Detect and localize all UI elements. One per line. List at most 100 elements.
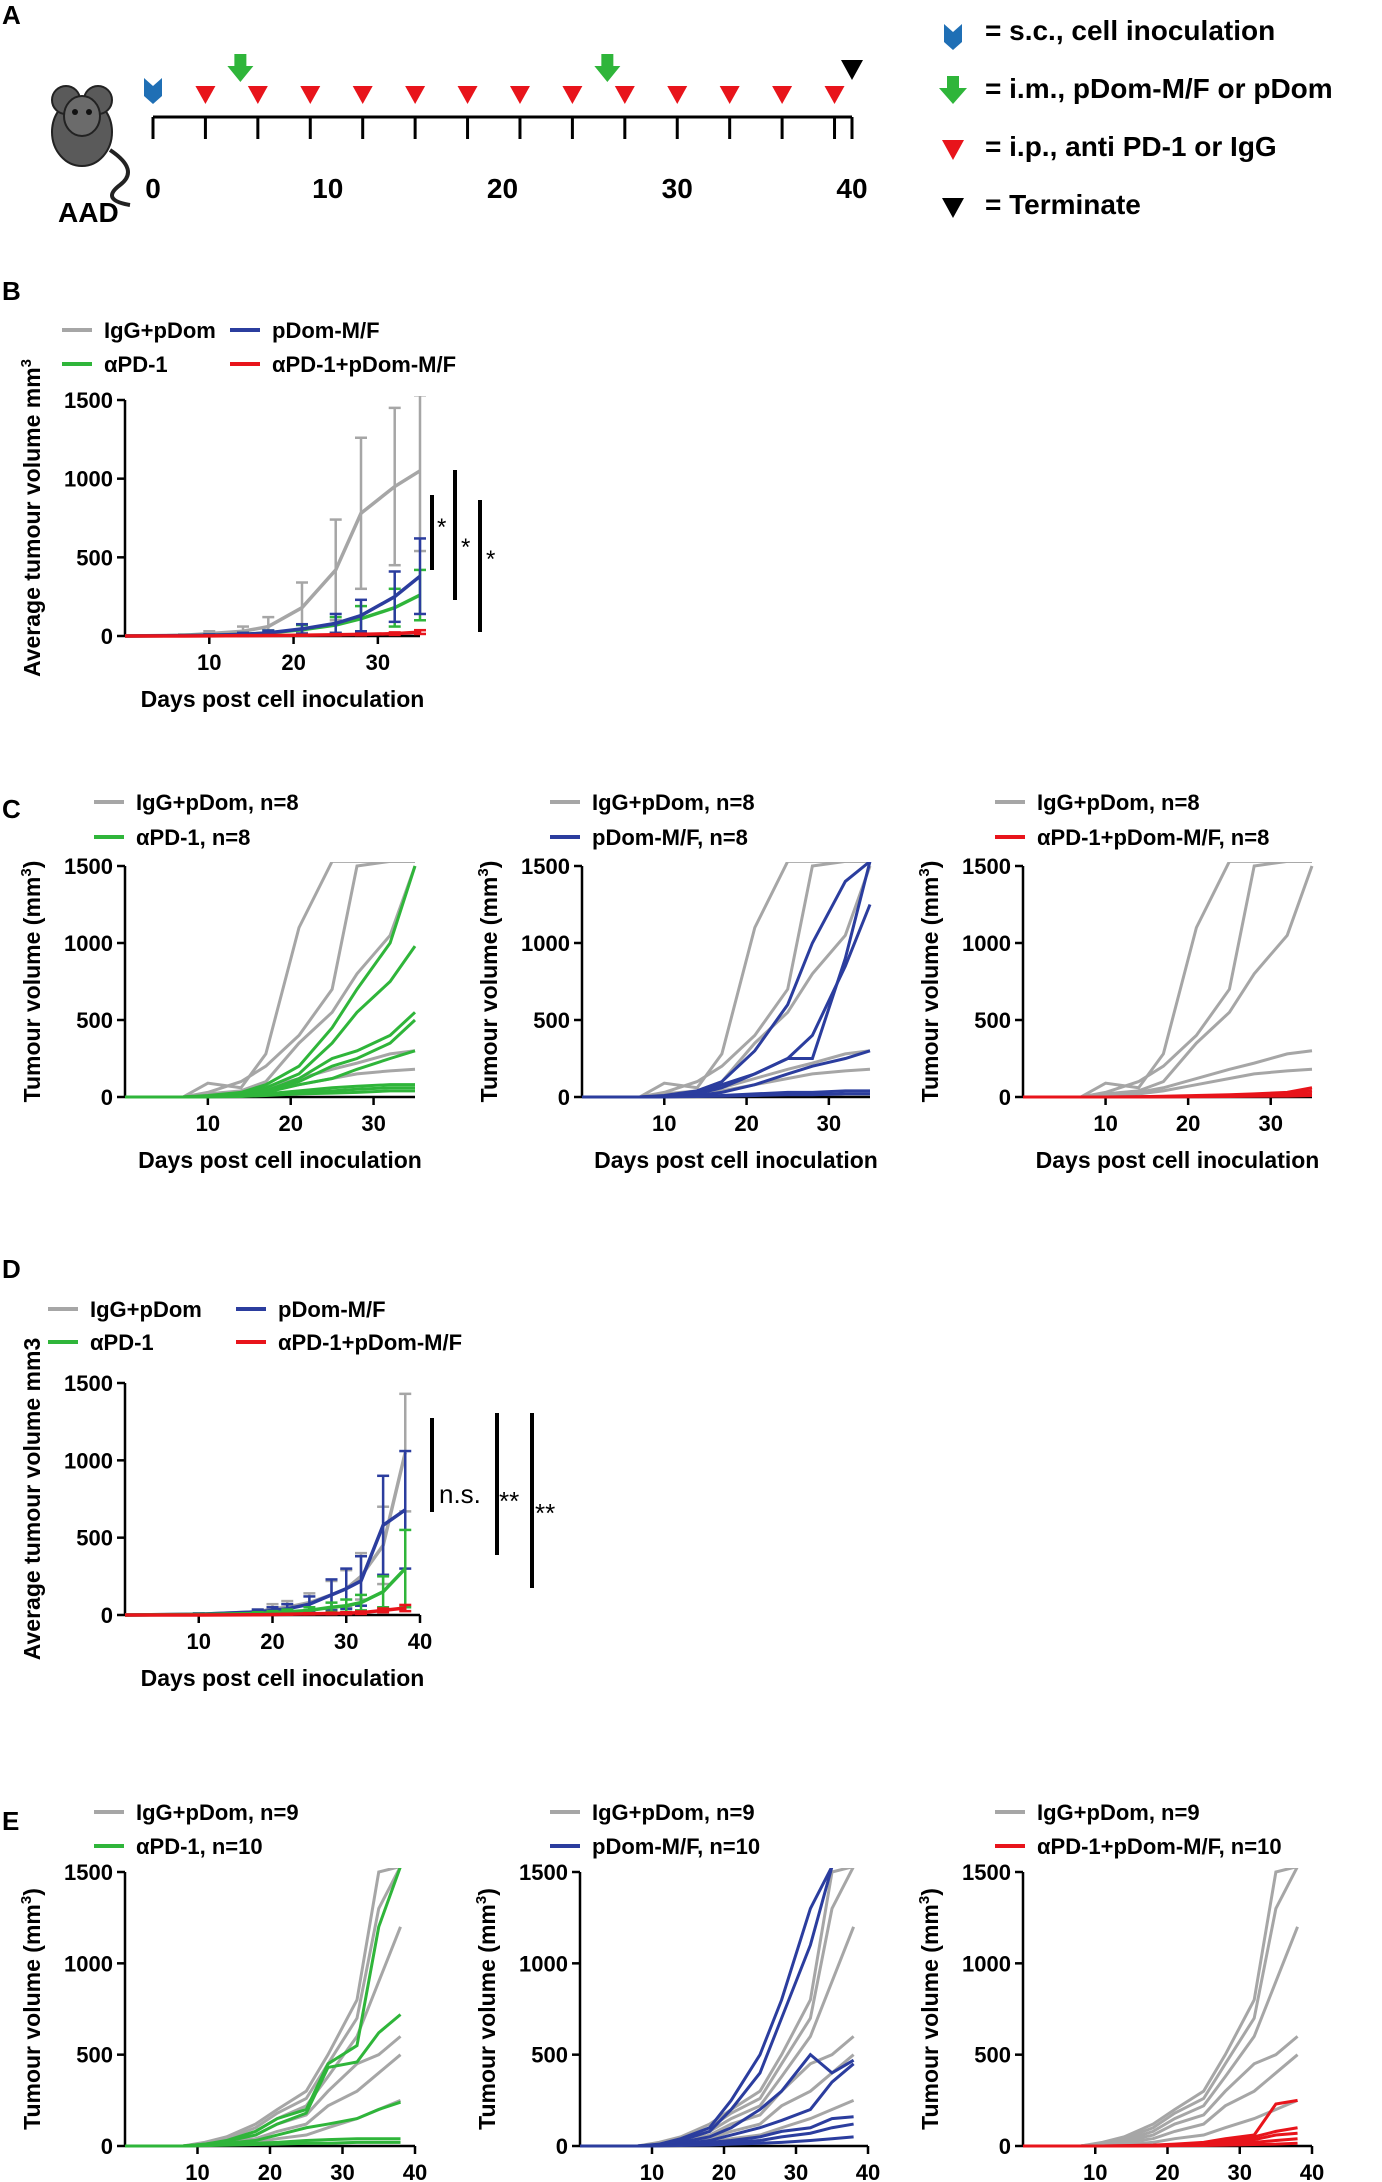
triangle-icon	[247, 86, 268, 104]
y-tick-label: 0	[558, 1085, 570, 1110]
triangle-icon	[841, 60, 863, 80]
x-tick-label: 30	[366, 650, 390, 675]
series-line-0-0	[1023, 862, 1312, 1099]
legend-a-entry-2: = i.p., anti PD-1 or IgG	[985, 131, 1277, 162]
y-axis-label: Average tumour volume mm3	[18, 359, 45, 677]
y-tick-label: 500	[974, 1008, 1011, 1033]
y-axis-label-end: )	[474, 1888, 500, 1896]
plot-area	[125, 1868, 402, 2148]
x-tick-label: 20	[712, 2160, 736, 2182]
y-axis-label-end: )	[19, 1888, 45, 1896]
legend-label: αPD-1+pDom-M/F, n=8	[1037, 825, 1269, 850]
y-tick-label: 0	[101, 624, 113, 649]
legend-label: pDom-M/F	[278, 1297, 386, 1322]
series-line-0-1	[125, 862, 415, 1099]
x-tick-label: 40	[856, 2160, 880, 2182]
legend-label: αPD-1	[104, 352, 168, 377]
x-tick-label: 20	[734, 1111, 758, 1136]
triangle-icon	[300, 86, 321, 104]
timeline-tick-label: 0	[145, 173, 161, 204]
y-tick-label: 500	[76, 1008, 113, 1033]
x-tick-label: 20	[281, 650, 305, 675]
legend-label: pDom-M/F, n=8	[592, 825, 748, 850]
y-tick-label: 0	[101, 2134, 113, 2159]
chart-E2: IgG+pDom, n=9 pDom-M/F, n=10 0 500 1000 1500 1…	[473, 1800, 880, 2182]
timeline-tick-label: 10	[312, 173, 343, 204]
triangle-icon	[942, 198, 964, 218]
series-line-1-7	[125, 1089, 415, 1099]
triangle-icon	[352, 86, 373, 104]
y-axis-label-text: Tumour volume (mm	[917, 1904, 943, 2130]
x-tick-label: 20	[1155, 2160, 1179, 2182]
chart-D: D IgG+pDom pDom-M/F αPD-1 αPD-1+pDom-M/F 0 500…	[2, 1254, 555, 1691]
series-line-1-5	[582, 1092, 870, 1099]
x-tick-label: 40	[1300, 2160, 1324, 2182]
chevron-marker-icon	[144, 78, 162, 104]
y-axis-label-sup: 3	[475, 868, 492, 876]
y-tick-label: 500	[533, 1008, 570, 1033]
series-mean-line-3	[125, 630, 421, 638]
x-tick-label: 20	[260, 1629, 284, 1654]
x-axis-label: Days post cell inoculation	[141, 686, 425, 712]
triangle-icon	[562, 86, 583, 104]
y-axis-label: Tumour volume (mm3)	[18, 861, 45, 1103]
triangle-icon	[942, 140, 964, 160]
legend-label: αPD-1+pDom-M/F	[278, 1330, 462, 1355]
series-line-0-0	[582, 862, 870, 1099]
triangle-icon	[667, 86, 688, 104]
series-line-1-3	[1023, 1093, 1313, 1099]
plot-area	[125, 862, 417, 1099]
x-tick-label: 10	[1083, 2160, 1107, 2182]
x-tick-label: 10	[640, 2160, 664, 2182]
y-tick-label: 1500	[64, 854, 113, 879]
plot-area	[1023, 1868, 1299, 2148]
y-axis-label-sup: 3	[916, 1896, 933, 1904]
y-tick-label: 0	[101, 1085, 113, 1110]
series-mean-line-0	[124, 1452, 407, 1617]
plot-area	[1023, 862, 1314, 1099]
y-axis-label-end: )	[917, 1888, 943, 1896]
legend-a-entry-0: = s.c., cell inoculation	[985, 15, 1275, 46]
x-tick-label: 20	[258, 2160, 282, 2182]
panel-a-letter: A	[2, 0, 21, 30]
y-tick-label: 1500	[64, 1860, 113, 1885]
y-axis-label: Tumour volume (mm3)	[473, 1888, 500, 2130]
x-tick-label: 30	[334, 1629, 358, 1654]
x-tick-label: 10	[652, 1111, 676, 1136]
down-arrow-icon	[227, 54, 254, 82]
legend-label: IgG+pDom	[104, 318, 216, 343]
x-tick-label: 30	[784, 2160, 808, 2182]
y-tick-label: 500	[76, 2043, 113, 2068]
legend-label: IgG+pDom, n=8	[136, 790, 299, 815]
x-tick-label: 10	[197, 650, 221, 675]
panel-a-legend: = s.c., cell inoculation = i.m., pDom-M/F…	[939, 15, 1333, 220]
down-arrow-icon	[594, 54, 621, 82]
y-tick-label: 1000	[962, 931, 1011, 956]
x-axis-label: Days post cell inoculation	[141, 1665, 425, 1691]
x-tick-label: 20	[278, 1111, 302, 1136]
chart-E1: E IgG+pDom, n=9 αPD-1, n=10 0 500 1000 1500 10 2…	[2, 1800, 427, 2182]
y-tick-label: 1000	[64, 931, 113, 956]
y-axis-label: Tumour volume (mm3)	[475, 861, 502, 1103]
significance-label: *	[461, 534, 470, 561]
y-axis-label-end: )	[917, 861, 943, 869]
triangle-icon	[457, 86, 478, 104]
x-tick-label: 10	[187, 1629, 211, 1654]
series-line-0-1	[1023, 862, 1312, 1099]
x-tick-label: 20	[1176, 1111, 1200, 1136]
y-axis-label: Tumour volume (mm3)	[916, 1888, 943, 2130]
y-tick-label: 500	[76, 545, 113, 570]
y-tick-label: 1000	[64, 1448, 113, 1473]
x-tick-label: 40	[403, 2160, 427, 2182]
y-axis-label-sup: 3	[916, 868, 933, 876]
y-axis-label-text: Tumour volume (mm	[19, 877, 45, 1103]
series-line-1-4	[125, 2140, 401, 2148]
legend-a-entry-3: = Terminate	[985, 189, 1141, 220]
series-line-1-6	[580, 2135, 854, 2148]
y-tick-label: 0	[999, 2134, 1011, 2159]
x-tick-label: 30	[1228, 2160, 1252, 2182]
triangle-icon	[509, 86, 530, 104]
legend-label: IgG+pDom	[90, 1297, 202, 1322]
chart-E3: IgG+pDom, n=9 αPD-1+pDom-M/F, n=10 0 500 100…	[916, 1800, 1324, 2182]
